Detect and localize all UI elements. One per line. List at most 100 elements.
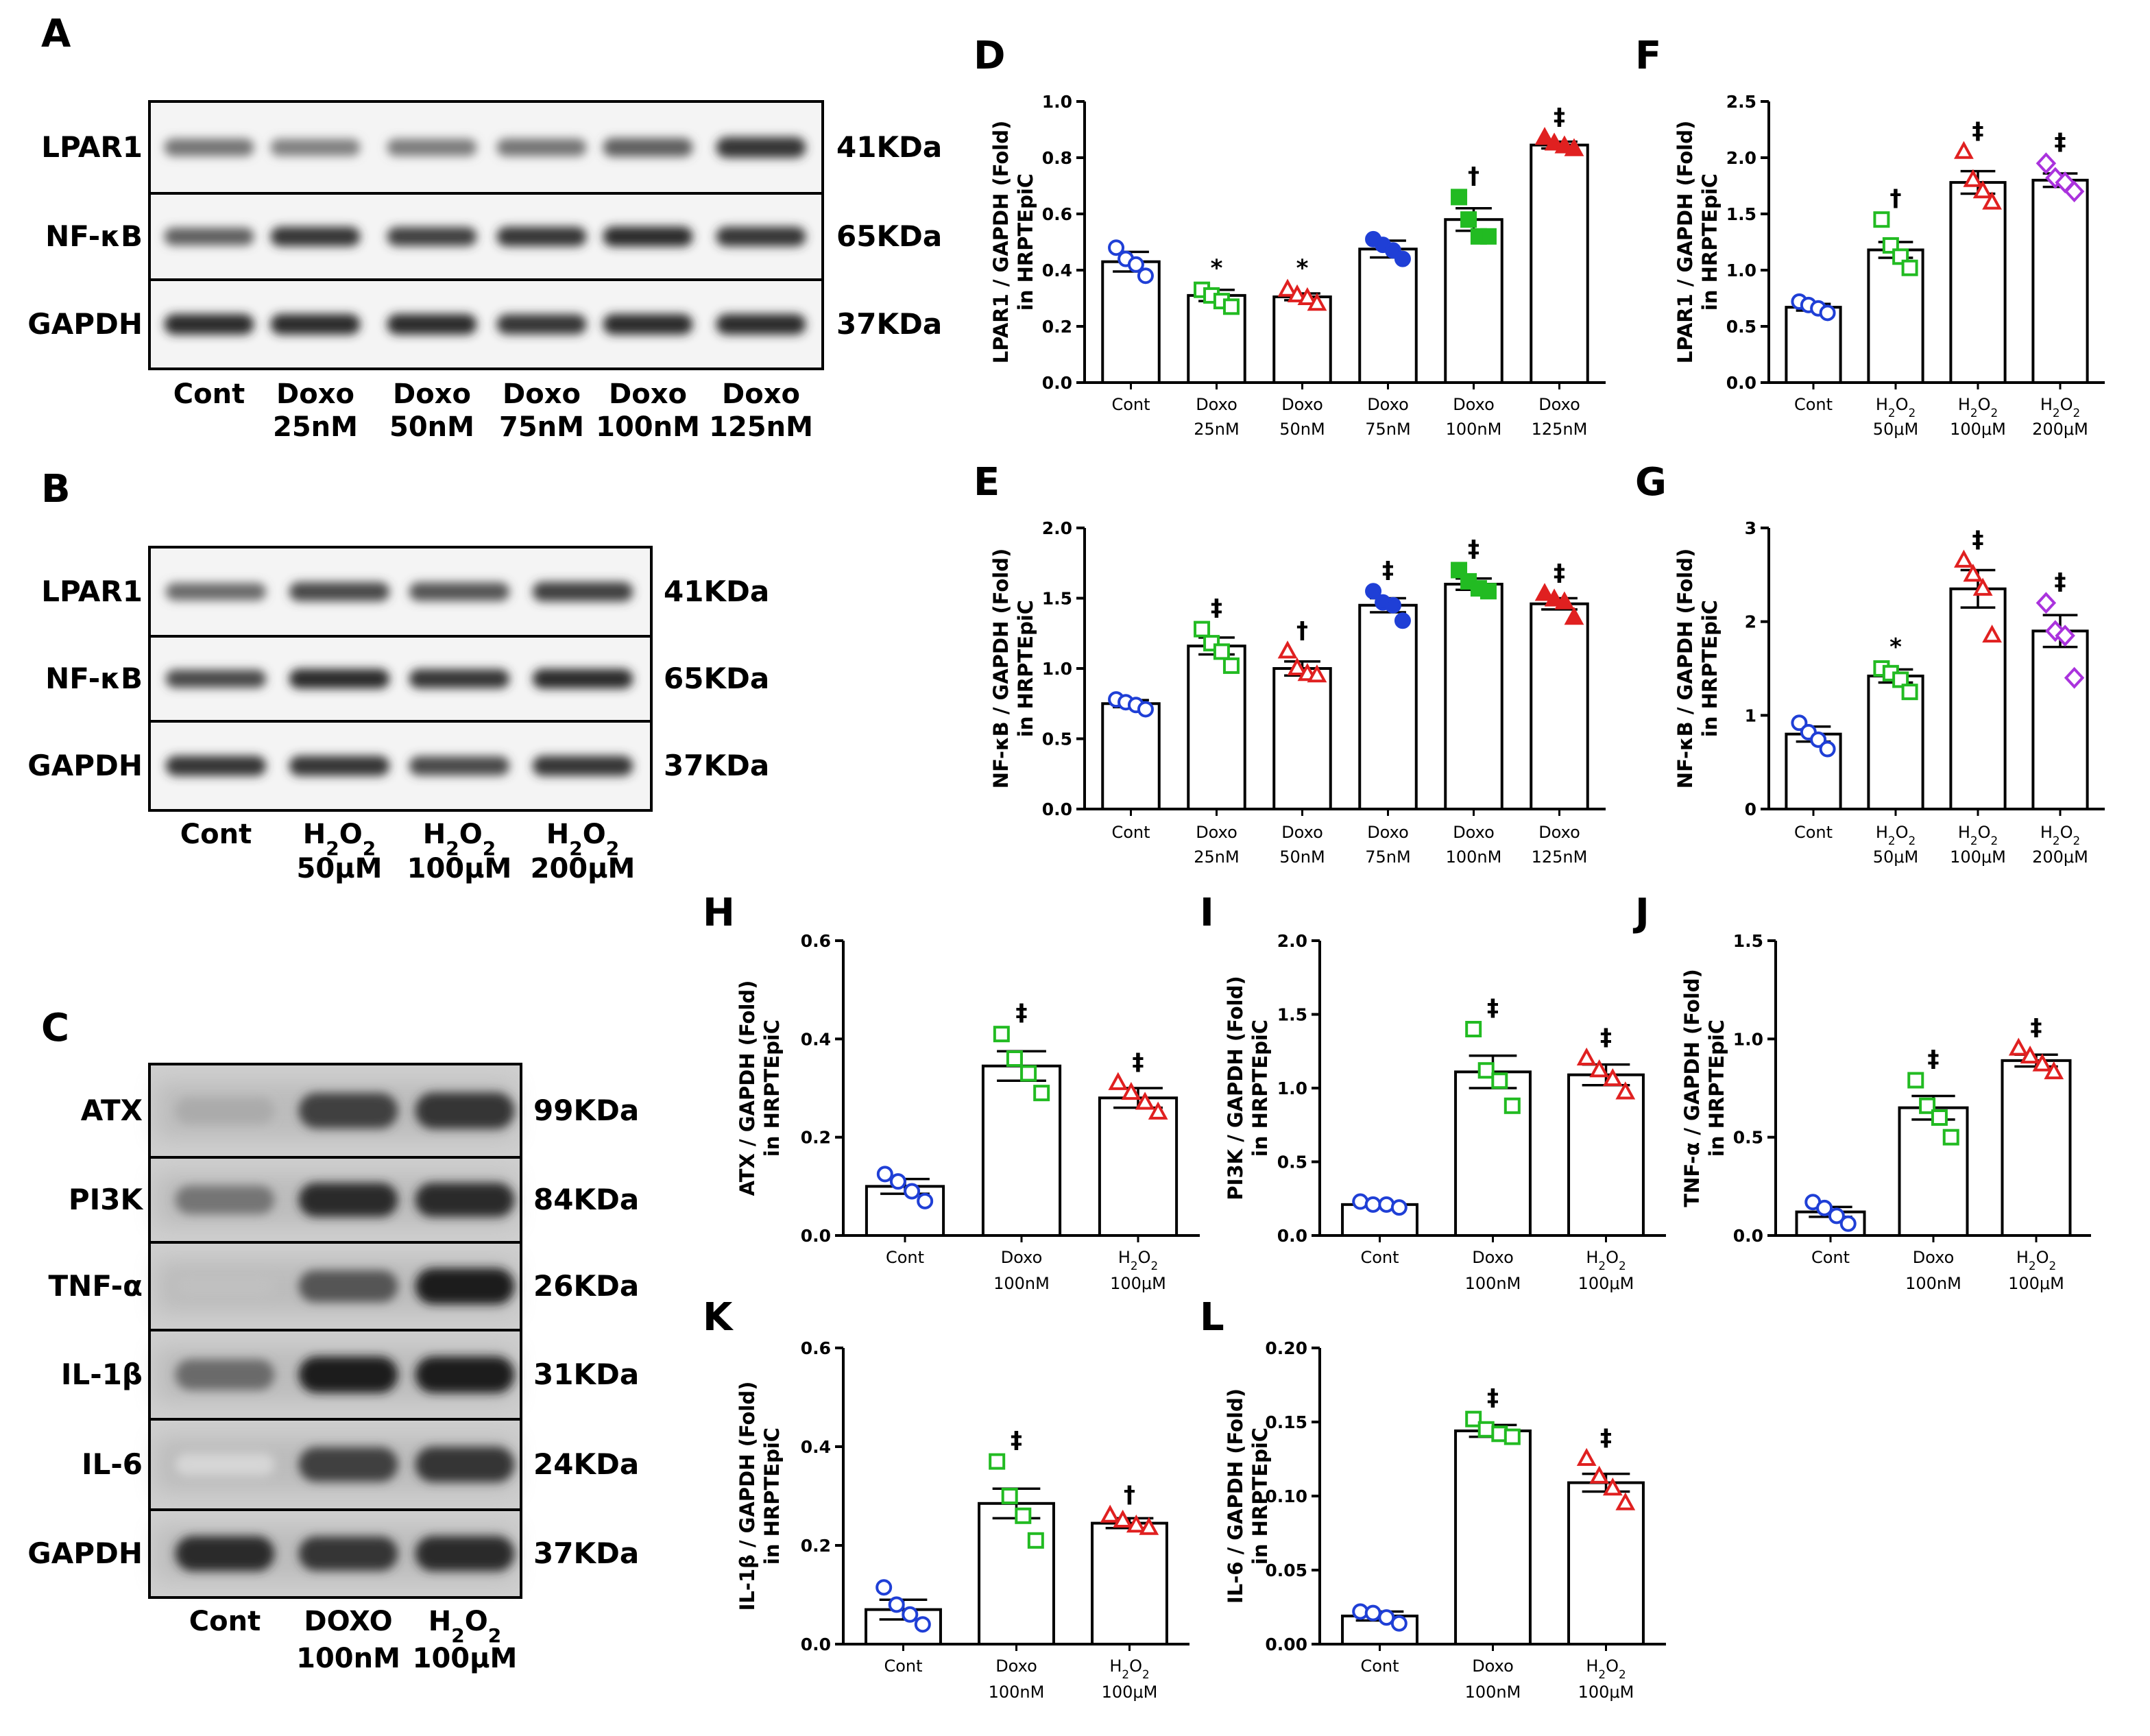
x-tick-label: H2O2 (1586, 1656, 1626, 1681)
data-point (888, 1596, 905, 1613)
x-tick-label: Doxo (1453, 823, 1495, 842)
data-point (2036, 592, 2057, 614)
kda-label: 37KDa (533, 1536, 639, 1570)
significance-mark: ‡ (1211, 594, 1222, 622)
x-tick-label: Cont (1360, 1656, 1399, 1676)
y-axis-label-line: NF-κB / GAPDH (Fold) (989, 548, 1013, 788)
panel-label: C (41, 1006, 69, 1050)
panel-label: L (1200, 1295, 1224, 1340)
x-tick-label: 125nM (1532, 847, 1588, 867)
data-point (1277, 640, 1298, 659)
data-point (1126, 1515, 1146, 1533)
chart-panel-I: I 0.0 0.5 1.0 1.5 2.0 PI3K / GAPDH (Fold) in HR… (1200, 891, 1666, 1293)
data-point (1819, 304, 1836, 322)
lane-label: 75nM (499, 411, 584, 443)
data-point (2032, 1053, 2053, 1072)
x-tick-label: 75nM (1365, 847, 1410, 867)
x-tick-label: 100nM (989, 1683, 1045, 1702)
blot-band (165, 669, 267, 688)
x-tick-label: Doxo (1472, 1248, 1514, 1267)
protein-label: GAPDH (27, 307, 143, 341)
kda-label: 26KDa (533, 1269, 639, 1303)
data-point (876, 1166, 893, 1183)
bar (1358, 603, 1418, 810)
data-point (889, 1173, 906, 1190)
panel-label: I (1200, 891, 1214, 935)
y-tick-label: 0.4 (801, 1437, 831, 1457)
data-point (1108, 1072, 1128, 1090)
y-axis-label-line: TNF-α / GAPDH (Fold) (1680, 969, 1704, 1207)
x-tick-label: 100nM (993, 1274, 1050, 1293)
significance-mark: ‡ (1011, 1427, 1022, 1454)
data-point (1477, 1062, 1495, 1079)
blot-band (298, 1536, 398, 1571)
data-point (1001, 1488, 1018, 1504)
y-axis-label-line: NF-κB / GAPDH (Fold) (1674, 548, 1697, 788)
y-tick-label: 0.8 (1042, 148, 1072, 168)
y-axis-label-line: in HRPTEpiC (760, 1427, 784, 1565)
data-point (1287, 284, 1307, 302)
blot-band (716, 313, 806, 335)
blot-band (532, 756, 633, 776)
data-point (1963, 564, 1983, 582)
x-tick-label: Doxo (1367, 395, 1409, 414)
x-tick-label: 100μM (1578, 1683, 1634, 1702)
x-tick-label: H2O2 (2040, 823, 2080, 847)
data-point (1479, 583, 1497, 600)
x-tick-label: Doxo (1367, 823, 1409, 842)
data-point (1901, 684, 1918, 701)
bar (1530, 143, 1589, 385)
data-point (1479, 228, 1497, 245)
data-point (1901, 259, 1918, 276)
panel-label: J (1632, 891, 1650, 935)
blot-band (164, 138, 254, 156)
x-tick-label: Doxo (1453, 395, 1495, 414)
protein-label: LPAR1 (41, 575, 143, 608)
y-axis-label-line: in HRPTEpiC (1014, 600, 1037, 737)
x-tick-label: 200μM (2032, 847, 2088, 867)
bar (1444, 583, 1503, 810)
y-tick-label: 0.0 (1277, 1226, 1307, 1246)
data-point (1033, 1085, 1050, 1102)
blot-band (289, 756, 390, 776)
x-tick-label: Doxo (1281, 823, 1323, 842)
data-point (1810, 731, 1827, 748)
blot-band (164, 313, 254, 335)
y-tick-label: 0.0 (1726, 373, 1756, 393)
y-axis-label: NF-κB / GAPDH (Fold) in HRPTEpiC (1674, 548, 1722, 788)
y-axis-label-line: in HRPTEpiC (1248, 1020, 1272, 1157)
x-tick-label: 100μM (1110, 1274, 1166, 1293)
y-tick-label: 2.0 (1277, 931, 1307, 951)
significance-mark: ‡ (2031, 1014, 2042, 1041)
y-tick-label: 2 (1745, 612, 1756, 632)
data-point (1307, 293, 1327, 311)
y-axis-label: IL-1β / GAPDH (Fold) in HRPTEpiC (736, 1382, 784, 1611)
significance-mark: ‡ (1600, 1024, 1612, 1051)
data-point (1465, 1021, 1482, 1037)
lane-label: 100μM (413, 1643, 518, 1674)
significance-mark: † (1468, 162, 1479, 189)
panel-label: D (974, 34, 1005, 78)
lane-label: 25nM (273, 411, 358, 443)
data-point (1564, 607, 1584, 625)
y-tick-label: 0.10 (1265, 1486, 1307, 1506)
data-point (1819, 740, 1836, 758)
x-tick-label: Cont (1794, 395, 1833, 414)
x-tick-label: 50nM (1279, 420, 1325, 439)
protein-label: PI3K (69, 1183, 144, 1216)
x-tick-label: 125nM (1532, 420, 1588, 439)
blot-row: GAPDH 37KDa (27, 278, 942, 370)
y-tick-label: 0.2 (801, 1536, 831, 1556)
x-tick-label: 100nM (1905, 1274, 1961, 1293)
x-tick-label: Doxo (1196, 823, 1237, 842)
bar (1949, 181, 2007, 384)
panel-label: H (703, 891, 735, 935)
y-tick-label: 1.0 (1042, 659, 1072, 679)
x-tick-label: Doxo (1538, 823, 1580, 842)
data-point (1589, 1465, 1610, 1484)
blot-band (415, 1536, 515, 1571)
blot-band (289, 582, 390, 601)
blot-row: IL-1β 31KDa (61, 1329, 639, 1421)
data-point (1954, 141, 1974, 159)
y-tick-label: 0.05 (1265, 1560, 1307, 1580)
